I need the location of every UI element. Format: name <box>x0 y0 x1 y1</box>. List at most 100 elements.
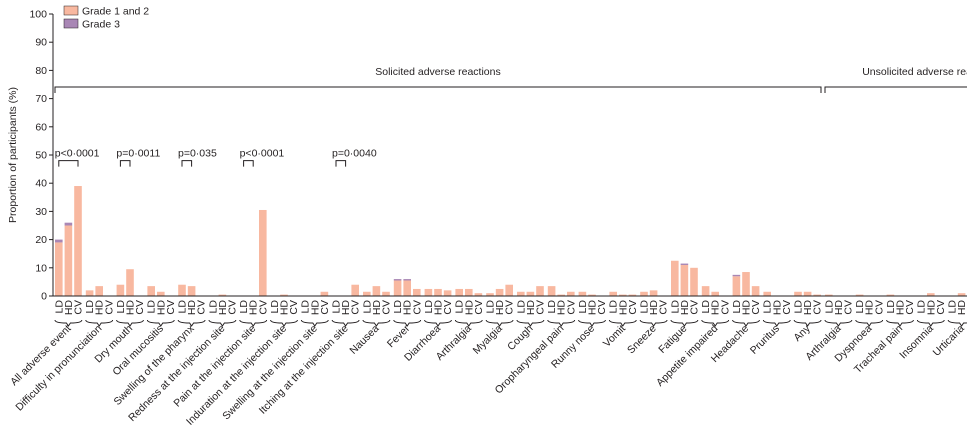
group-brace <box>516 319 545 327</box>
dose-label: CV <box>319 300 331 315</box>
dose-label: LD <box>84 300 96 314</box>
group-brace <box>393 319 422 327</box>
bar-grade-1-2 <box>690 267 698 296</box>
dose-label: LD <box>731 300 743 314</box>
dose-label: CV <box>381 300 393 315</box>
bar-grade-1-2 <box>187 286 196 296</box>
y-tick-label: 0 <box>41 291 47 303</box>
p-value-bracket <box>243 160 254 167</box>
group-brace <box>116 319 144 327</box>
group-brace <box>300 319 329 327</box>
bar-grade-1-2 <box>628 294 637 296</box>
bar-grade-1-2 <box>701 286 710 296</box>
dose-label: HD <box>371 300 383 316</box>
dose-label: CV <box>504 300 516 315</box>
section-brackets: Solicited adverse reactions Unsolicited a… <box>54 66 967 93</box>
section-bracket <box>54 86 822 93</box>
bar-grade-1-2 <box>474 293 483 296</box>
dose-label: CV <box>73 300 85 315</box>
dose-label: CV <box>966 300 967 315</box>
group-label: Myalgia <box>471 323 505 357</box>
bar-grade-1-2 <box>567 291 575 296</box>
bar-grade-1-2 <box>393 280 402 296</box>
group-label: Vomit <box>601 323 628 350</box>
dose-label: LD <box>700 300 712 314</box>
group-brace <box>270 319 298 327</box>
group-brace <box>886 319 914 327</box>
dose-label: HD <box>802 300 814 316</box>
group-brace <box>947 319 967 327</box>
dose-label: HD <box>617 300 629 316</box>
dose-label: LD <box>423 300 435 314</box>
bar-grade-1-2 <box>465 288 473 296</box>
dose-label: CV <box>350 300 362 315</box>
bar-grade-1-2 <box>413 288 421 296</box>
bar-grade-1-2 <box>372 286 381 296</box>
group-label: Fever <box>385 322 413 350</box>
dose-label: LD <box>947 300 959 314</box>
bar-grade-1-2 <box>517 291 525 296</box>
bar-grade-1-2 <box>609 291 617 296</box>
bar-grade-1-2 <box>218 294 227 296</box>
dose-label: LD <box>300 300 312 314</box>
dose-label: LD <box>762 300 774 314</box>
bar-grade-1-2 <box>640 291 648 296</box>
bar-grade-1-2 <box>825 294 833 296</box>
dose-label: CV <box>227 300 239 315</box>
dose-label: CV <box>535 300 547 315</box>
p-value-bracket <box>58 160 79 167</box>
group-brace <box>732 319 760 327</box>
group-brace <box>578 319 606 327</box>
group-brace <box>670 319 699 327</box>
p-value-bracket <box>181 160 193 167</box>
dose-label: CV <box>596 300 608 315</box>
dose-label: CV <box>257 300 269 315</box>
section-bracket <box>824 86 967 93</box>
dose-label: CV <box>689 300 701 315</box>
group-label: Any <box>791 322 813 344</box>
bar-grade-1-2 <box>486 293 494 296</box>
dose-label: HD <box>771 300 783 316</box>
dose-label: HD <box>63 300 75 316</box>
bar-grade-3 <box>55 239 63 243</box>
bar-grade-1-2 <box>443 290 452 296</box>
p-value-annotations: p<0·0001 p=0·0011 p=0·035 p<0·0001 p=0·0040 <box>55 148 377 167</box>
group-brace <box>793 319 822 327</box>
dose-label: HD <box>248 300 260 316</box>
group-label: Nausea <box>347 323 381 357</box>
dose-label: LD <box>238 300 250 314</box>
dose-label: HD <box>648 300 660 316</box>
bar-grade-1-2 <box>351 284 359 296</box>
dose-label: HD <box>741 300 753 316</box>
group-brace <box>331 319 360 327</box>
dose-label: HD <box>833 300 845 316</box>
bar-grade-1-2 <box>742 272 750 296</box>
dose-label: LD <box>608 300 620 314</box>
dose-label: LD <box>577 300 589 314</box>
dose-label: CV <box>565 300 577 315</box>
bar-grade-1-2 <box>116 284 125 296</box>
dose-label: HD <box>402 300 414 316</box>
bar-grade-1-2 <box>763 291 771 296</box>
section-label: Solicited adverse reactions <box>375 66 500 78</box>
group-label: Insomnia <box>897 323 936 362</box>
dose-label: LD <box>485 300 497 314</box>
dose-label: CV <box>473 300 485 315</box>
group-label: Sneeze <box>625 323 659 357</box>
bar-grade-1-2 <box>649 290 658 296</box>
dose-label: HD <box>463 300 475 316</box>
group-label: Urticaria <box>931 323 967 359</box>
bars <box>55 186 966 296</box>
group-brace <box>608 319 637 327</box>
dose-label: CV <box>750 300 762 315</box>
dose-label: CV <box>873 300 885 315</box>
dose-label: CV <box>442 300 454 315</box>
bar-grade-1-2 <box>320 291 329 296</box>
bar-grade-1-2 <box>280 294 288 296</box>
bar-grade-1-2 <box>751 286 760 296</box>
dose-label: CV <box>935 300 947 315</box>
dose-label: CV <box>196 300 208 315</box>
bar-grade-1-2 <box>526 291 535 296</box>
bar-grade-1-2 <box>74 186 82 296</box>
dose-label: LD <box>331 300 343 314</box>
